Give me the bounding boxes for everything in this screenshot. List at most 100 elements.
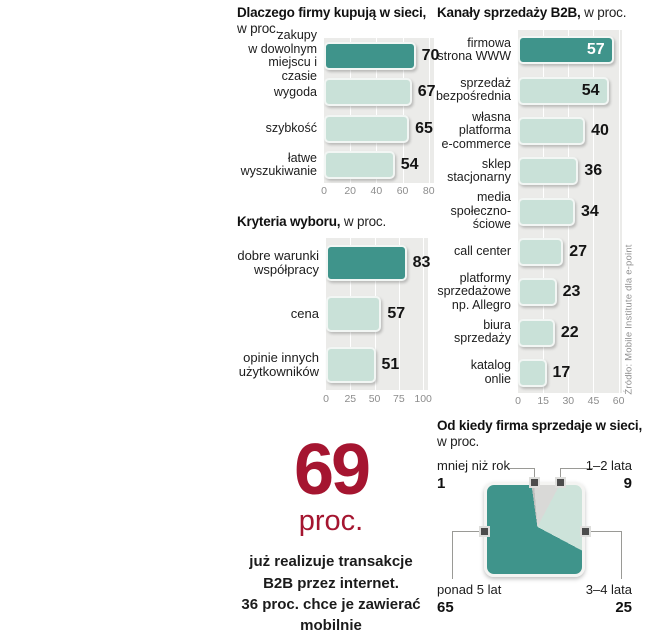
stat-unit: proc. xyxy=(298,505,364,538)
source-note: Źródło: Mobile Institute dla e-point xyxy=(623,244,635,395)
bar-value: 54 xyxy=(581,81,600,99)
square-pie-chart xyxy=(484,482,585,577)
stat-block: 69 proc. już realizuje transakcje B2B pr… xyxy=(237,430,425,636)
axis-tick: 0 xyxy=(515,395,521,407)
category-label: opinie innych użytkowników xyxy=(238,349,319,379)
category-label: łatwe wyszukiwanie xyxy=(240,150,317,178)
pie-slice-label: mniej niż rok xyxy=(437,458,510,473)
axis-tick: 25 xyxy=(344,393,357,405)
pie-slice-value: 9 xyxy=(623,474,632,492)
bar xyxy=(518,358,547,387)
chart-title-channels: Kanały sprzedaży B2B, w proc. xyxy=(437,5,626,21)
category-label: platformy sprzedażowe np. Allegro xyxy=(437,271,511,312)
bar xyxy=(518,278,557,307)
bar xyxy=(518,116,586,145)
bar-value: 70 xyxy=(421,47,440,65)
bar xyxy=(518,76,609,105)
bar xyxy=(324,78,412,107)
chart-title-why-buy-text: Dlaczego firmy kupują w sieci, xyxy=(237,5,427,20)
slice-marker-less-than-year xyxy=(529,477,540,488)
axis-tick: 0 xyxy=(321,185,327,197)
chart-title-channels-text: Kanały sprzedaży B2B, xyxy=(437,5,581,20)
chart-title-selling-since-text: Od kiedy firma sprzedaje w sieci, xyxy=(437,418,642,433)
chart-subtitle-criteria: w proc. xyxy=(343,214,387,229)
bar xyxy=(324,42,416,71)
bar-value: 17 xyxy=(552,363,571,381)
category-label: sprzedaż bezpośrednia xyxy=(435,76,511,104)
stat-caption: już realizuje transakcje B2B przez inter… xyxy=(241,553,421,635)
callout-line-less-than-year-drop xyxy=(534,468,535,478)
chart-subtitle-selling-since: w proc. xyxy=(437,434,480,450)
bar xyxy=(326,346,376,383)
bar xyxy=(518,157,579,186)
bar-value: 83 xyxy=(412,254,431,272)
callout-line-over-5-years xyxy=(452,531,480,532)
bar xyxy=(324,114,410,143)
bar-value: 22 xyxy=(560,323,579,341)
pie-slice-label: 3–4 lata xyxy=(585,582,632,597)
bar xyxy=(518,36,614,65)
callout-line-1-2-years-drop xyxy=(560,468,561,478)
gridline xyxy=(619,30,620,393)
stat-number: 69 xyxy=(293,430,371,510)
slice-marker-1-2-years xyxy=(555,477,566,488)
gridline xyxy=(376,38,377,183)
axis-tick: 45 xyxy=(587,395,600,407)
bar-value: 51 xyxy=(381,355,400,373)
axis-tick: 0 xyxy=(323,393,329,405)
axis-tick: 30 xyxy=(562,395,575,407)
pie-slice-value: 25 xyxy=(615,598,632,616)
gridline xyxy=(423,238,424,390)
callout-line-3-4-years xyxy=(590,531,622,532)
gridline xyxy=(350,38,351,183)
pie-slice-value: 65 xyxy=(437,598,454,616)
pie-slice-label: ponad 5 lat xyxy=(437,582,502,597)
gridline xyxy=(399,238,400,390)
bar-value: 40 xyxy=(591,121,609,139)
category-label: biura sprzedaży xyxy=(454,318,511,346)
category-label: firmowa strona WWW xyxy=(437,35,511,64)
bar-value: 27 xyxy=(569,242,588,260)
axis-tick: 60 xyxy=(396,185,409,197)
callout-line-3-4-years-drop xyxy=(621,531,622,579)
bar xyxy=(518,318,555,347)
axis-tick: 15 xyxy=(537,395,549,407)
category-label: własna platforma e-commerce xyxy=(441,109,511,151)
axis-tick: 40 xyxy=(370,185,383,197)
callout-line-1-2-years xyxy=(560,468,593,469)
chart-title-selling-since: Od kiedy firma sprzedaje w sieci, w proc… xyxy=(437,418,642,451)
category-label: cena xyxy=(290,306,319,322)
category-label: wygoda xyxy=(273,84,317,99)
category-label: szybkość xyxy=(265,120,317,135)
chart-title-criteria-text: Kryteria wyboru, xyxy=(237,214,341,229)
category-label: dobre warunki współpracy xyxy=(237,248,319,278)
category-label: katalog onlie xyxy=(470,358,511,386)
bar xyxy=(326,245,407,282)
callout-line-less-than-year xyxy=(509,468,535,469)
bar xyxy=(326,296,382,332)
category-label: call center xyxy=(454,244,511,259)
gridline xyxy=(593,30,594,393)
bar-value: 23 xyxy=(562,283,581,301)
pie-slice-label: 1–2 lata xyxy=(585,458,632,473)
bar-value: 67 xyxy=(417,83,436,101)
axis-tick: 20 xyxy=(344,185,357,197)
bar-value: 54 xyxy=(400,155,419,173)
bar-value: 34 xyxy=(581,202,599,220)
bar-value: 65 xyxy=(415,119,433,137)
pie-callout-over-5-years: ponad 5 lat 65 xyxy=(437,582,502,616)
chart-title-why-buy: Dlaczego firmy kupują w sieci, w proc. xyxy=(237,5,426,38)
callout-line-over-5-years-drop xyxy=(452,531,453,579)
axis-tick: 75 xyxy=(393,393,405,405)
slice-marker-3-4-years xyxy=(580,526,591,537)
chart-subtitle-why-buy: w proc. xyxy=(237,21,280,37)
bar xyxy=(324,150,395,179)
pie-callout-3-4-years: 3–4 lata 25 xyxy=(520,582,632,616)
slice-marker-over-5-years xyxy=(479,526,490,537)
axis-tick: 50 xyxy=(368,393,381,405)
pie-slice-value: 1 xyxy=(437,474,446,492)
